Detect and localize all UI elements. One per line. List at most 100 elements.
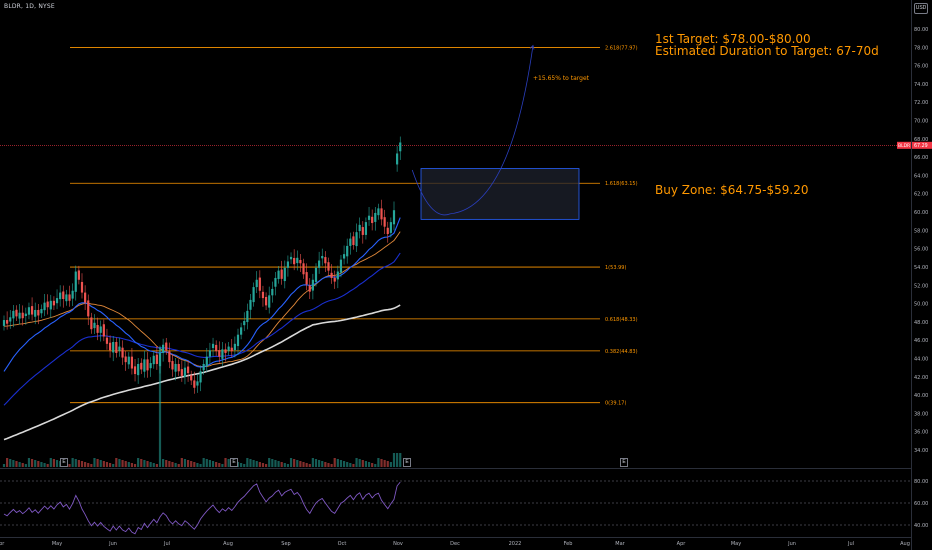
fib-level-label: 0.382(44.83) xyxy=(605,349,638,355)
candle-body xyxy=(361,227,364,235)
candle-body xyxy=(218,350,221,357)
time-axis-label: Dec xyxy=(450,541,460,547)
volume-bar xyxy=(34,460,37,467)
candle-body xyxy=(130,356,134,369)
volume-bar xyxy=(143,460,146,467)
fib-level-label: 2.618(77.97) xyxy=(605,46,638,52)
candle-body xyxy=(261,291,265,299)
volume-bar xyxy=(211,461,215,467)
candle-body xyxy=(55,298,59,304)
volume-bar xyxy=(15,461,18,467)
candle-body xyxy=(180,369,183,376)
volume-bar xyxy=(224,458,227,467)
volume-bar xyxy=(37,461,40,467)
volume-bar xyxy=(364,461,368,467)
candle-body xyxy=(314,267,318,282)
volume-bar xyxy=(286,464,290,467)
volume-bar xyxy=(93,458,96,467)
volume-bar xyxy=(318,460,321,467)
volume-bar xyxy=(215,462,218,467)
volume-bar xyxy=(190,461,193,467)
candle-body xyxy=(155,354,158,364)
candle-body xyxy=(302,263,305,275)
volume-bar xyxy=(52,459,56,467)
volume-bar xyxy=(115,458,118,467)
rsi-line xyxy=(3,481,401,535)
volume-bar xyxy=(84,462,87,467)
candle-body xyxy=(124,356,127,363)
candle-body xyxy=(296,257,299,264)
volume-bar xyxy=(180,458,183,467)
volume-bar xyxy=(389,462,392,467)
candle-body xyxy=(389,222,392,233)
volume-bar xyxy=(271,459,274,467)
fib-level-label: 0(39.17) xyxy=(605,401,626,407)
volume-bar xyxy=(293,459,296,467)
volume-bar xyxy=(165,460,168,467)
candle-body xyxy=(252,287,255,303)
volume-bar xyxy=(127,462,130,467)
volume-bar xyxy=(43,463,46,467)
price-axis-tick: 56.00 xyxy=(914,247,928,253)
volume-bar xyxy=(199,464,202,467)
candle-body xyxy=(299,260,302,264)
candle-body xyxy=(165,342,168,351)
volume-bar xyxy=(46,464,49,467)
earnings-marker-icon[interactable]: E xyxy=(403,458,411,467)
candle-body xyxy=(355,232,358,247)
currency-badge[interactable]: USD xyxy=(914,3,928,14)
candle-body xyxy=(102,324,105,337)
volume-bar xyxy=(361,460,364,467)
candle-body xyxy=(27,307,31,315)
volume-bar xyxy=(158,347,162,467)
candle-body xyxy=(199,371,202,383)
rsi-axis-tick: 60.00 xyxy=(914,501,928,507)
candle-body xyxy=(333,277,336,282)
candle-body xyxy=(202,363,205,371)
volume-bar xyxy=(124,461,127,467)
volume-bar xyxy=(324,462,327,467)
candle-body xyxy=(336,271,339,280)
volume-bar xyxy=(149,462,152,467)
candle-body xyxy=(77,270,80,280)
candle-body xyxy=(65,294,68,302)
candle-body xyxy=(177,363,180,372)
volume-bar xyxy=(396,453,399,467)
price-axis-tick: 70.00 xyxy=(914,119,928,125)
candle-body xyxy=(224,349,227,353)
volume-bar xyxy=(268,458,271,467)
time-axis-label: Sep xyxy=(281,541,290,547)
candle-body xyxy=(21,312,24,319)
symbol-price-tag xyxy=(897,141,911,149)
volume-bar xyxy=(367,462,371,467)
candle-body xyxy=(115,342,118,353)
price-axis-tick: 76.00 xyxy=(914,64,928,70)
candle-body xyxy=(346,245,349,257)
volume-bar xyxy=(9,459,12,467)
candle-body xyxy=(68,294,71,301)
volume-bar xyxy=(305,463,308,467)
candle-body xyxy=(283,267,286,282)
volume-bar xyxy=(152,463,155,467)
volume-bar xyxy=(249,459,252,467)
candle-body xyxy=(374,212,377,222)
candle-body xyxy=(274,277,277,287)
earnings-marker-icon[interactable]: E xyxy=(620,458,628,467)
volume-bar xyxy=(18,462,21,467)
volume-bar xyxy=(205,459,208,467)
candle-body xyxy=(15,309,18,317)
candle-body xyxy=(18,312,21,319)
volume-bar xyxy=(174,463,177,467)
volume-bar xyxy=(105,462,109,467)
volume-bar xyxy=(277,461,280,467)
candle-body xyxy=(146,359,149,371)
candle-body xyxy=(236,334,240,347)
earnings-marker-icon[interactable]: E xyxy=(230,458,238,467)
earnings-marker-icon[interactable]: E xyxy=(60,458,68,467)
last-price-badge-text: 67.29 xyxy=(914,143,928,149)
volume-bar xyxy=(383,460,386,467)
candle-body xyxy=(264,296,268,306)
candle-body xyxy=(137,363,140,376)
candle-body xyxy=(258,277,261,291)
